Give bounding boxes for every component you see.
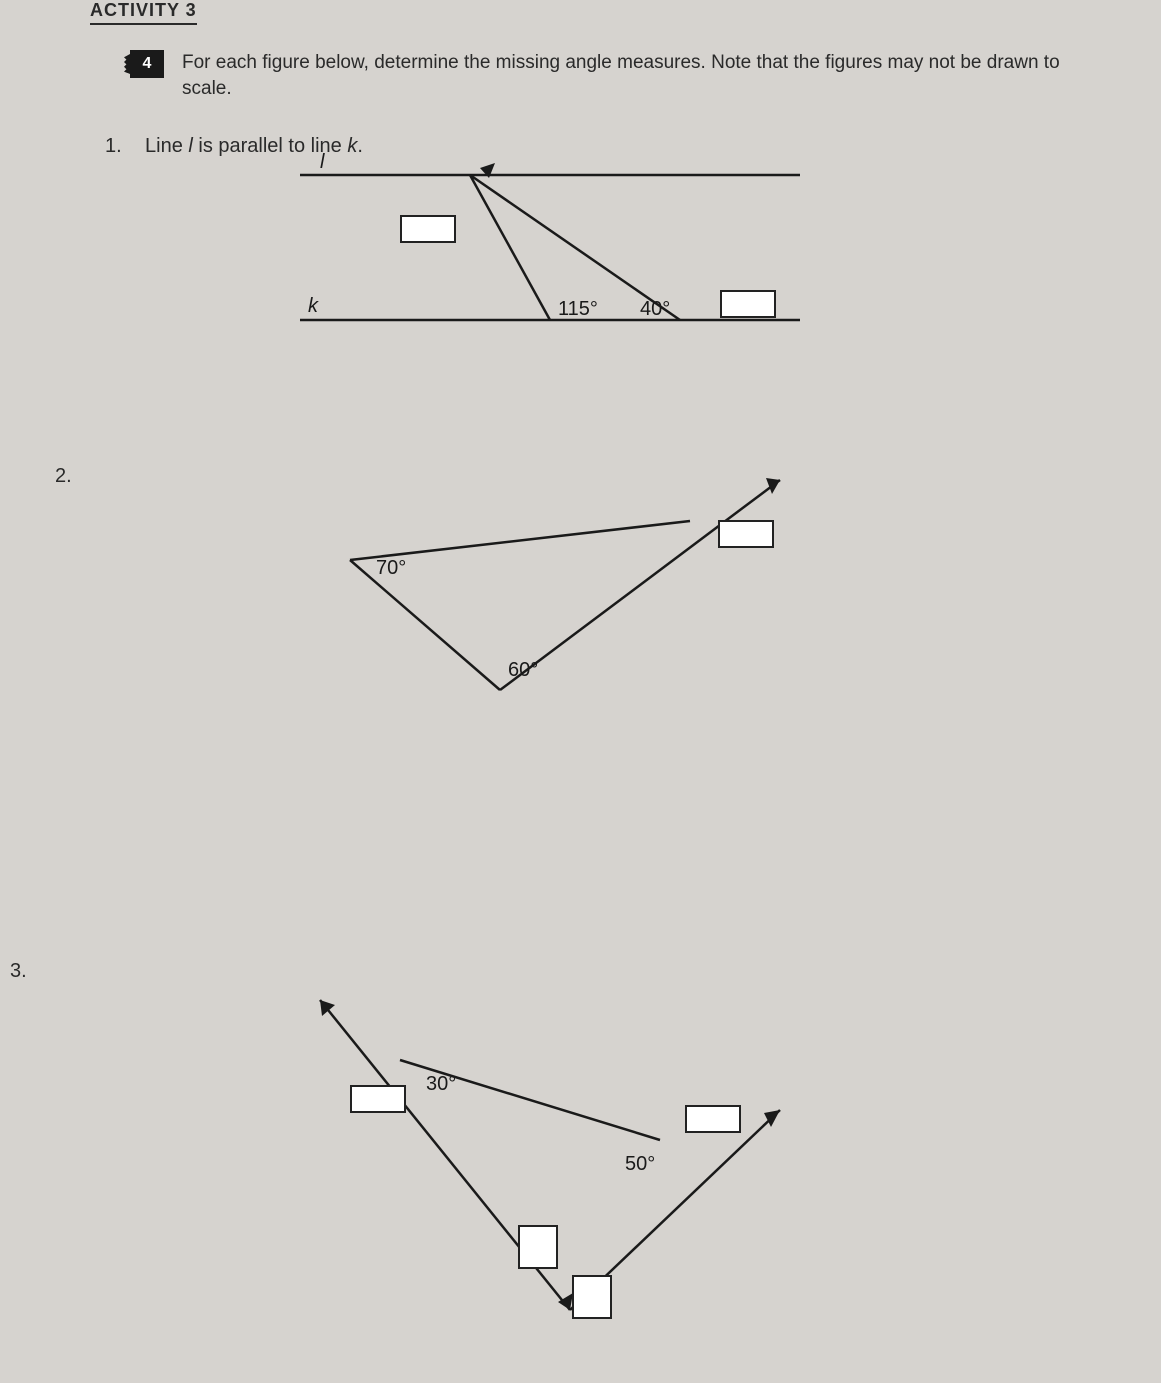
q2-edge-lb [350, 560, 500, 690]
q2-answer-box[interactable] [718, 520, 774, 548]
q1-label-k: k [308, 295, 319, 317]
q1-angle-40: 40° [640, 298, 670, 320]
q3-answer-box-exterior-50[interactable] [685, 1105, 741, 1133]
q2-angle-60: 60° [508, 659, 538, 681]
q2-diagram: 70° 60° [320, 470, 840, 730]
q2-edge-ext [500, 480, 780, 690]
activity-title: ACTIVITY 3 [90, 0, 197, 25]
q3-edge-top [400, 1060, 660, 1140]
q2-number: 2. [55, 465, 72, 488]
q3-arrow-bottom [558, 1293, 573, 1310]
q3-answer-box-interior-bottom[interactable] [518, 1225, 558, 1269]
instruction-block: 4 For each figure below, determine the m… [130, 50, 1080, 101]
q1-answer-box-right[interactable] [720, 290, 776, 318]
instruction-text: For each figure below, determine the mis… [182, 50, 1080, 101]
q2-edge-lt [350, 521, 690, 560]
q3-arrow-tl [320, 1000, 335, 1016]
q1-number: 1. [105, 135, 122, 158]
q3-answer-box-exterior-bottom[interactable] [572, 1275, 612, 1319]
q3-angle-30: 30° [426, 1073, 456, 1095]
q1-label-l: l [320, 151, 325, 173]
q1-edge-left [470, 175, 550, 320]
q2-angle-70: 70° [376, 557, 406, 579]
q3-answer-box-exterior-30[interactable] [350, 1085, 406, 1113]
q3-number: 3. [10, 960, 27, 983]
problem-badge: 4 [130, 50, 164, 78]
q1-diagram: l k 115° 40° [300, 160, 840, 360]
q3-diagram: 30° 50° [280, 990, 840, 1350]
q1-answer-box-top[interactable] [400, 215, 456, 243]
q3-angle-50: 50° [625, 1153, 655, 1175]
q1-line-k-ref: k [347, 135, 357, 157]
q1-line-l-ref: l [188, 135, 192, 157]
q1-text: Line l is parallel to line k. [145, 135, 363, 158]
q1-angle-115: 115° [558, 298, 598, 320]
q2-arrowhead [766, 478, 780, 494]
